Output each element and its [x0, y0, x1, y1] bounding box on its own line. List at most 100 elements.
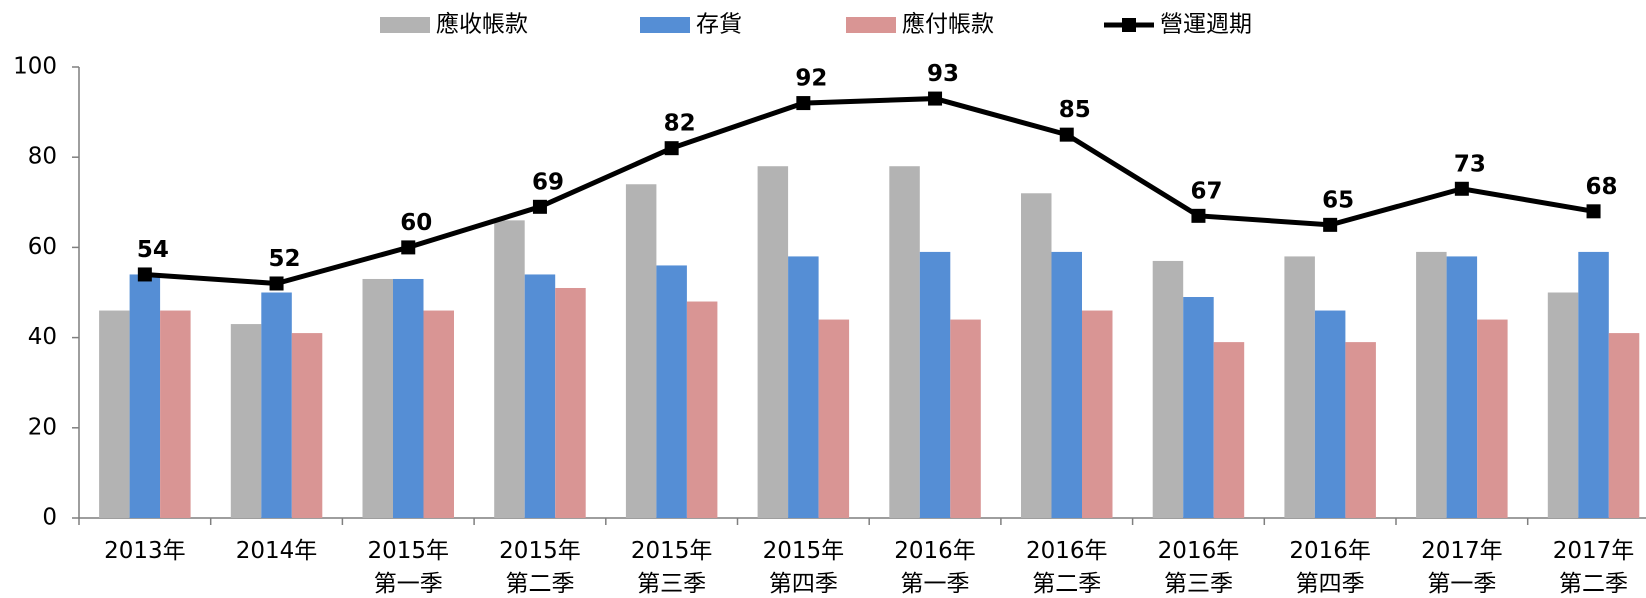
value-label: 68: [1586, 174, 1618, 200]
x-tick-label-line: 第一季: [901, 571, 970, 597]
bar: [230, 324, 262, 518]
value-label: 92: [795, 66, 827, 92]
x-tick-label-line: 2015年: [763, 538, 845, 564]
bar: [99, 310, 130, 518]
bar: [656, 265, 687, 518]
line-marker: [401, 240, 416, 255]
bar: [1314, 310, 1346, 518]
bar: [1152, 260, 1184, 518]
line-marker: [269, 276, 284, 291]
bar: [524, 274, 556, 518]
line-marker: [928, 91, 943, 106]
bar: [950, 319, 981, 518]
legend-swatch-marker: [1122, 18, 1136, 32]
bar: [1021, 193, 1052, 518]
line-marker: [1191, 208, 1206, 223]
bar: [757, 166, 789, 518]
x-tick-label: 2017年第二季: [1553, 538, 1635, 597]
x-tick-label: 2015年第一季: [367, 538, 449, 597]
bar: [393, 278, 424, 518]
bar: [1578, 251, 1609, 518]
bar: [261, 292, 292, 518]
value-label: 93: [927, 61, 959, 87]
bar: [494, 220, 525, 518]
bar: [788, 256, 819, 518]
x-tick-label-line: 2017年: [1553, 538, 1635, 564]
bar: [1345, 342, 1376, 518]
line-marker: [664, 141, 679, 156]
value-label: 82: [664, 111, 696, 137]
x-tick-label-line: 第一季: [1427, 571, 1496, 597]
legend-label: 應收帳款: [436, 12, 528, 38]
x-tick-label: 2014年: [236, 538, 318, 564]
x-tick-label-line: 第三季: [637, 571, 706, 597]
bar: [1213, 342, 1245, 518]
bar: [160, 310, 191, 518]
legend-label: 存貨: [696, 12, 742, 38]
x-tick-label: 2016年第一季: [894, 538, 976, 597]
value-label: 73: [1454, 151, 1486, 177]
legend-label: 營運週期: [1160, 12, 1252, 38]
y-tick-label: 80: [28, 144, 57, 170]
bar: [818, 319, 850, 518]
bar: [291, 333, 323, 518]
bar: [1082, 310, 1113, 518]
x-tick-label: 2017年第一季: [1421, 538, 1503, 597]
bar: [1446, 256, 1478, 518]
bar: [1183, 297, 1214, 518]
x-tick-label-line: 第三季: [1164, 571, 1233, 597]
x-tick-label-line: 第二季: [1032, 571, 1101, 597]
x-tick-label-line: 2014年: [236, 538, 318, 564]
bar: [625, 184, 657, 518]
bar: [889, 166, 920, 518]
line-marker: [1586, 204, 1601, 219]
x-tick-label-line: 2016年: [1026, 538, 1108, 564]
legend-label: 應付帳款: [902, 12, 994, 38]
x-tick-label: 2013年: [104, 538, 186, 564]
y-tick-label: 100: [13, 54, 57, 80]
x-tick-label-line: 2013年: [104, 538, 186, 564]
x-tick-label-line: 2016年: [1158, 538, 1240, 564]
value-label: 52: [269, 246, 301, 272]
x-tick-label-line: 第二季: [505, 571, 574, 597]
x-tick-label-line: 2015年: [499, 538, 581, 564]
line-marker: [137, 267, 152, 282]
value-label: 67: [1190, 178, 1222, 204]
legend-swatch: [640, 17, 690, 33]
bar: [555, 287, 586, 518]
bar: [686, 301, 718, 518]
value-label: 69: [532, 169, 564, 195]
line-marker: [1323, 217, 1338, 232]
bar: [129, 274, 161, 518]
x-tick-label: 2016年第四季: [1289, 538, 1371, 597]
bar: [362, 278, 393, 518]
bar: [1284, 256, 1315, 518]
bar: [1416, 251, 1447, 518]
legend-swatch: [380, 17, 430, 33]
bar: [1051, 251, 1082, 518]
line-marker: [532, 199, 547, 214]
bar: [1477, 319, 1508, 518]
x-tick-label-line: 2016年: [894, 538, 976, 564]
y-tick-label: 0: [42, 505, 57, 531]
legend-swatch: [846, 17, 896, 33]
y-tick-label: 20: [28, 414, 57, 440]
x-tick-label-line: 第二季: [1559, 571, 1628, 597]
x-tick-label-line: 2017年: [1421, 538, 1503, 564]
x-tick-label-line: 第一季: [374, 571, 443, 597]
x-tick-label: 2015年第四季: [763, 538, 845, 597]
bar: [919, 251, 951, 518]
y-tick-label: 40: [28, 324, 57, 350]
x-tick-label: 2015年第三季: [631, 538, 713, 597]
y-tick-label: 60: [28, 234, 57, 260]
bar: [1608, 333, 1640, 518]
line-marker: [796, 96, 811, 111]
value-label: 60: [400, 210, 432, 236]
x-tick-label-line: 第四季: [769, 571, 838, 597]
x-tick-label: 2015年第二季: [499, 538, 581, 597]
line-marker: [1059, 127, 1074, 142]
bar: [423, 310, 454, 518]
line-marker: [1454, 181, 1469, 196]
value-label: 54: [137, 237, 169, 263]
